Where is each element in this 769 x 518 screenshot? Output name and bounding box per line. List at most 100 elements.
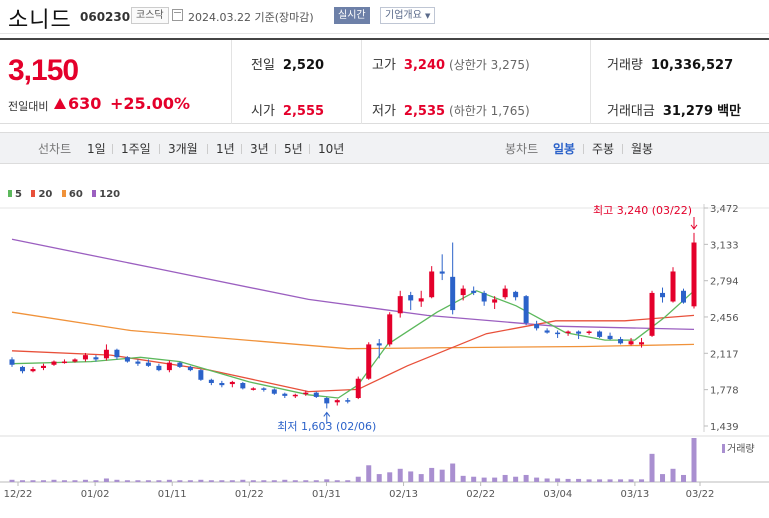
x-tick-label: 02/13 [389, 489, 418, 500]
min-annotation: 최저 1,603 (02/06) [277, 420, 376, 433]
candle [156, 365, 162, 371]
ma120-line [11, 238, 695, 331]
line-chart-label[interactable]: 선차트 [38, 142, 72, 156]
volume-bar [114, 479, 120, 482]
y-tick-label: 2,794 [710, 277, 739, 288]
volume-bar [471, 476, 477, 482]
volume-bar [534, 477, 540, 482]
volume-bar [303, 480, 309, 482]
candle [639, 342, 645, 345]
volume-bar [261, 480, 267, 482]
tab-5y[interactable]: 5년 [284, 142, 303, 156]
volume-bar [670, 468, 676, 482]
candle [366, 344, 372, 379]
candle [618, 339, 624, 344]
tab-monthly[interactable]: 월봉 [631, 142, 654, 156]
lower-limit: (하한가 1,765) [449, 104, 530, 118]
volume-bar [313, 480, 319, 482]
tab-daily[interactable]: 일봉 [553, 142, 576, 156]
max-arrow-icon [690, 217, 698, 230]
volume-bar [72, 480, 78, 482]
overview-label: 기업개요 [385, 10, 422, 21]
candle [40, 365, 46, 368]
candle [555, 332, 561, 335]
legend-ma120: 120 [92, 189, 120, 200]
stock-header: 소니드 060230 코스닥 2024.03.22 기준(장마감) 실시간 기업… [0, 0, 769, 34]
volume-bar [618, 479, 624, 482]
legend-ma60: 60 [61, 189, 83, 200]
volume-bar [208, 480, 214, 482]
y-tick-label: 1,778 [710, 386, 739, 397]
volume-bar [229, 480, 235, 482]
trade-value-unit: 백만 [717, 104, 742, 119]
candle [282, 393, 288, 396]
x-tick-label: 01/22 [235, 489, 264, 500]
candle [82, 355, 88, 360]
y-tick-label: 3,133 [710, 240, 739, 251]
realtime-button[interactable]: 실시간 [334, 7, 370, 24]
ma60-line [11, 311, 695, 350]
candle [334, 400, 340, 403]
candle [313, 392, 319, 397]
company-overview-button[interactable]: 기업개요 ▼ [380, 7, 436, 24]
candle [271, 389, 277, 394]
volume-bar [523, 474, 529, 482]
x-tick-label: 01/31 [312, 489, 341, 500]
tab-separator [207, 144, 208, 154]
volume-bar [166, 479, 172, 482]
tab-1d[interactable]: 1일 [87, 142, 106, 156]
volume-bar [355, 476, 361, 482]
x-tick-label: 03/04 [543, 489, 572, 500]
y-tick-label: 3,472 [710, 204, 739, 215]
divider [590, 40, 591, 124]
candle [61, 361, 67, 364]
candle [355, 378, 361, 399]
chart-tabs: 선차트 1일 1주일 3개월 1년 3년 5년 10년 봉차트 일봉 주봉 월봉 [0, 132, 769, 164]
candle [681, 290, 687, 303]
x-tick-label: 01/02 [81, 489, 110, 500]
volume-bar [460, 475, 466, 482]
volume-bar [649, 453, 655, 482]
high-value: 3,240 [403, 58, 446, 73]
change-label: 전일대비 [8, 100, 49, 113]
price-summary: 3,150 전일대비 630 +25.00% 전일 2,520 시가 2,555 고… [0, 38, 769, 124]
low-label: 저가 [372, 104, 396, 119]
tab-separator [112, 144, 113, 154]
candle [576, 331, 582, 334]
volume-bar [271, 480, 277, 482]
volume-bar [607, 479, 613, 482]
up-arrow-icon [54, 98, 66, 109]
tab-separator [622, 144, 623, 154]
tab-separator [241, 144, 242, 154]
tab-weekly[interactable]: 주봉 [592, 142, 615, 156]
trade-value: 거래대금 31,279 백만 [607, 100, 741, 119]
volume-bar [408, 471, 414, 482]
volume-bar [502, 474, 508, 482]
divider [361, 40, 362, 124]
candle [481, 292, 487, 302]
candle [376, 343, 382, 346]
candle [544, 330, 550, 333]
volume-bar [628, 479, 634, 482]
tab-1w[interactable]: 1주일 [121, 142, 151, 156]
candle [429, 271, 435, 298]
tab-1y[interactable]: 1년 [216, 142, 235, 156]
volume-bar [250, 480, 256, 482]
candle-chart-label[interactable]: 봉차트 [505, 142, 539, 156]
volume-bar [450, 463, 456, 482]
candle [145, 362, 151, 366]
candle [261, 388, 267, 390]
candle [418, 298, 424, 302]
volume-bar [513, 476, 519, 482]
tab-3y[interactable]: 3년 [250, 142, 269, 156]
current-price: 3,150 [8, 54, 79, 87]
volume-bar [439, 469, 445, 482]
current-price-block: 3,150 전일대비 630 +25.00% [0, 40, 232, 124]
volume-bar [103, 478, 109, 482]
volume-bar [30, 480, 36, 482]
max-annotation: 최고 3,240 (03/22) [593, 204, 692, 217]
candle [670, 271, 676, 302]
legend-ma5: 5 [8, 189, 22, 200]
tab-3m[interactable]: 3개월 [168, 142, 198, 156]
tab-10y[interactable]: 10년 [318, 142, 345, 156]
